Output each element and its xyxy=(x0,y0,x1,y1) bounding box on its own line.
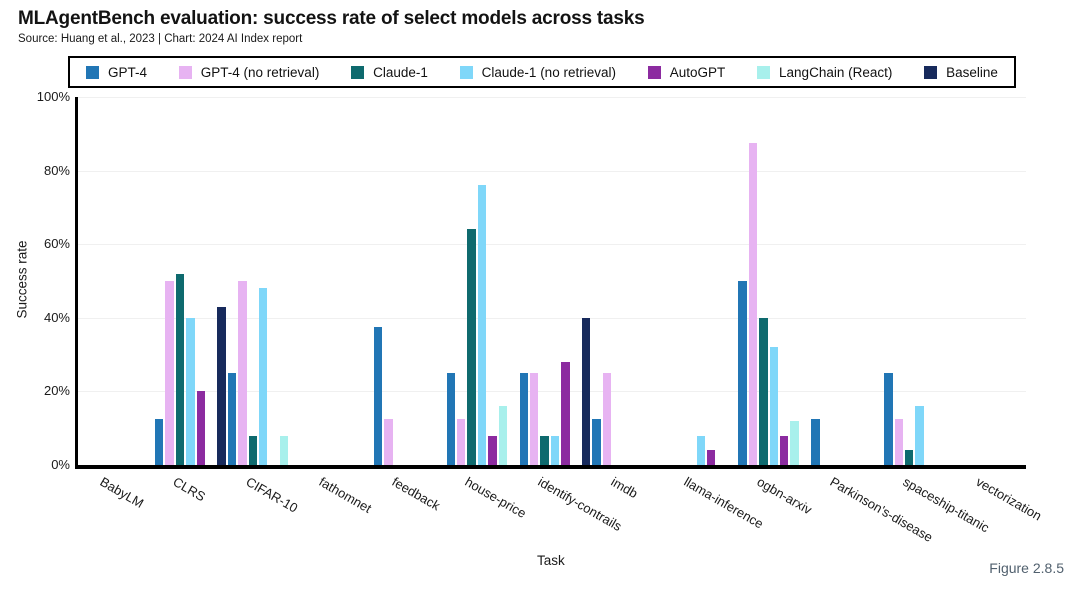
x-tick-imdb: imdb xyxy=(608,474,641,502)
gridline-80% xyxy=(78,170,1026,172)
gridline-60% xyxy=(78,244,1026,246)
gridline-100% xyxy=(78,97,1026,98)
y-tick-60%: 60% xyxy=(43,236,70,252)
bar-claude-1-identify-contrails xyxy=(540,435,549,465)
bar-claude-1-house-price xyxy=(467,229,476,465)
legend-swatch-icon xyxy=(647,65,661,79)
y-tick-0%: 0% xyxy=(51,457,70,472)
legend-swatch-icon xyxy=(351,65,365,79)
x-axis-label: Task xyxy=(537,553,565,568)
bar-gpt-4-imdb xyxy=(592,419,601,465)
y-axis-label: Success rate xyxy=(14,240,30,319)
bar-claude-1-spaceship-titanic xyxy=(904,450,914,465)
bar-claude-1-cifar-10 xyxy=(248,435,258,465)
legend-item-gpt-4-no-retrieval-: GPT-4 (no retrieval) xyxy=(178,64,320,80)
bar-autogpt-ogbn-arxiv xyxy=(779,435,789,465)
bar-gpt-4-no-retrieval--ogbn-arxiv xyxy=(748,143,758,465)
gridline-20% xyxy=(78,391,1026,393)
legend-item-autogpt: AutoGPT xyxy=(647,64,726,80)
legend-item-label: LangChain (React) xyxy=(779,64,893,80)
bar-claude-1-no-retrieval--llama-inference xyxy=(696,435,706,465)
bar-gpt-4-feedback xyxy=(373,327,383,465)
bar-baseline-identify-contrails xyxy=(582,317,591,465)
legend-item-label: GPT-4 (no retrieval) xyxy=(200,64,320,80)
bar-autogpt-house-price xyxy=(488,435,497,465)
bar-gpt-4-no-retrieval--cifar-10 xyxy=(238,281,247,465)
bar-langchain-react--house-price xyxy=(498,406,508,465)
legend-item-claude-1-no-retrieval-: Claude-1 (no retrieval) xyxy=(459,64,616,80)
y-tick-100%: 100% xyxy=(36,89,70,104)
bar-baseline-clrs xyxy=(217,306,226,465)
x-tick-llama-inference: llama-inference xyxy=(681,474,766,532)
legend-item-label: Claude-1 (no retrieval) xyxy=(481,64,616,80)
legend-item-gpt-4: GPT-4 xyxy=(86,65,147,80)
bar-claude-1-no-retrieval--house-price xyxy=(477,185,487,465)
legend-item-label: GPT-4 xyxy=(108,64,148,80)
bar-autogpt-llama-inference xyxy=(707,450,716,465)
bar-langchain-react--cifar-10 xyxy=(279,435,289,465)
bar-claude-1-clrs xyxy=(175,273,185,465)
chart-title: MLAgentBench evaluation: success rate of… xyxy=(18,8,645,29)
bar-gpt-4-house-price xyxy=(446,373,455,465)
legend-item-baseline: Baseline xyxy=(924,65,998,80)
bar-gpt-4-cifar-10 xyxy=(227,373,237,465)
legend-swatch-icon xyxy=(86,65,99,79)
x-tick-fathomnet: fathomnet xyxy=(316,474,375,516)
bar-gpt-4-no-retrieval--house-price xyxy=(457,419,466,465)
bar-claude-1-ogbn-arxiv xyxy=(759,317,768,465)
bar-langchain-react--ogbn-arxiv xyxy=(790,420,799,465)
x-tick-feedback: feedback xyxy=(389,474,443,514)
bar-autogpt-identify-contrails xyxy=(561,361,570,465)
legend-swatch-icon xyxy=(178,65,192,79)
bar-gpt-4-identify-contrails xyxy=(519,373,528,465)
y-axis-line xyxy=(75,97,78,469)
bar-claude-1-no-retrieval--spaceship-titanic xyxy=(915,406,924,465)
x-tick-cifar-10: CIFAR-10 xyxy=(243,474,301,516)
bar-gpt-4-no-retrieval--clrs xyxy=(165,281,174,465)
bar-claude-1-no-retrieval--cifar-10 xyxy=(259,288,268,465)
bar-gpt-4-clrs xyxy=(154,419,164,465)
y-tick-20%: 20% xyxy=(43,383,70,399)
bar-claude-1-no-retrieval--ogbn-arxiv xyxy=(769,347,778,465)
bar-gpt-4-no-retrieval--imdb xyxy=(602,373,612,465)
legend-swatch-icon xyxy=(459,65,473,79)
legend-item-label: Claude-1 xyxy=(373,64,428,80)
x-tick-clrs: CLRS xyxy=(170,474,209,505)
legend-item-claude-1: Claude-1 xyxy=(351,65,428,80)
bar-gpt-4-parkinson-s-disease xyxy=(811,419,820,465)
legend-swatch-icon xyxy=(757,65,771,79)
legend-swatch-icon xyxy=(924,65,938,79)
y-tick-80%: 80% xyxy=(43,162,70,178)
x-tick-babylm: BabyLM xyxy=(97,474,147,511)
legend-item-label: Baseline xyxy=(946,64,998,80)
y-tick-40%: 40% xyxy=(43,309,70,325)
bar-gpt-4-no-retrieval--feedback xyxy=(384,419,393,465)
bar-gpt-4-no-retrieval--spaceship-titanic xyxy=(894,419,903,465)
gridline-40% xyxy=(78,317,1026,319)
bar-gpt-4-ogbn-arxiv xyxy=(738,281,747,465)
bar-claude-1-no-retrieval--identify-contrails xyxy=(550,435,560,465)
x-tick-vectorization: vectorization xyxy=(973,474,1044,524)
figure-number: Figure 2.8.5 xyxy=(989,560,1064,576)
bar-claude-1-no-retrieval--clrs xyxy=(186,317,195,465)
bar-gpt-4-spaceship-titanic xyxy=(884,373,893,465)
legend: GPT-4 GPT-4 (no retrieval) Claude-1 Claude-… xyxy=(68,56,1016,88)
bar-gpt-4-no-retrieval--identify-contrails xyxy=(529,373,539,465)
bar-autogpt-clrs xyxy=(196,391,205,465)
chart-source: Source: Huang et al., 2023 | Chart: 2024… xyxy=(18,33,303,45)
x-tick-house-price: house-price xyxy=(462,474,529,521)
legend-item-langchain-react-: LangChain (React) xyxy=(757,65,892,80)
x-tick-ogbn-arxiv: ogbn-arxiv xyxy=(754,474,815,518)
x-axis-line xyxy=(75,465,1026,469)
legend-item-label: AutoGPT xyxy=(669,64,726,80)
